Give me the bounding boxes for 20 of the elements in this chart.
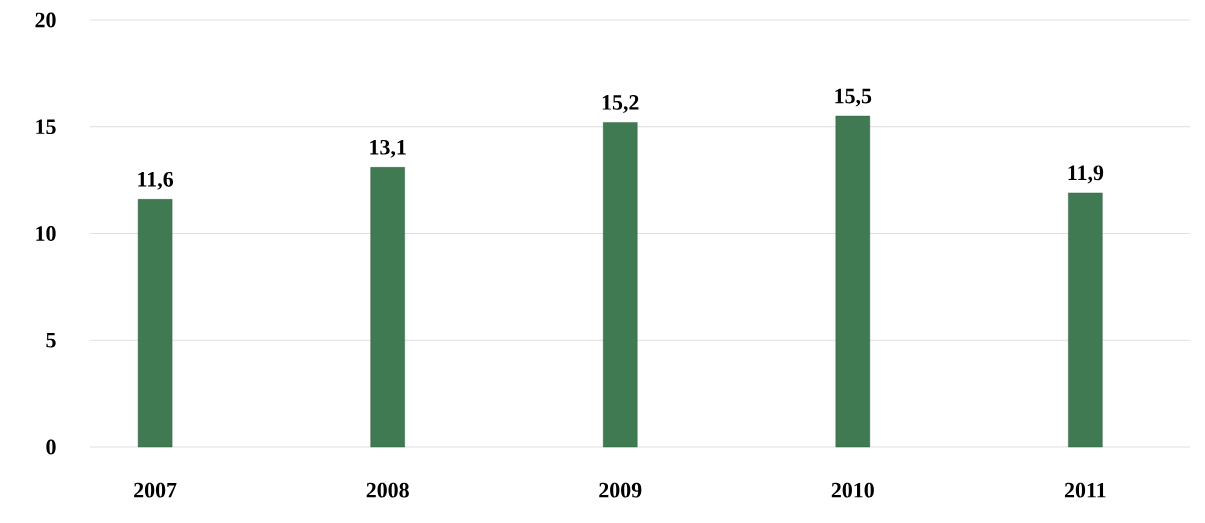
x-tick-label: 2008 xyxy=(366,482,409,498)
data-label: 13,1 xyxy=(370,139,406,158)
data-label: 15,2 xyxy=(602,95,639,113)
y-tick-label: 5 xyxy=(46,332,56,348)
bar xyxy=(603,122,638,448)
y-tick-label: 15 xyxy=(36,119,56,135)
data-label: 11,6 xyxy=(138,171,174,190)
bar xyxy=(835,115,870,448)
x-tick-label: 2007 xyxy=(134,482,177,498)
data-label: 11,9 xyxy=(1068,165,1104,184)
bar xyxy=(370,167,405,448)
y-tick-label: 0 xyxy=(46,439,56,455)
data-label: 15,5 xyxy=(835,88,872,107)
bar xyxy=(1068,192,1103,448)
y-tick-label: 10 xyxy=(36,226,56,241)
x-tick-label: 2009 xyxy=(599,482,642,498)
x-tick-label: 2011 xyxy=(1064,482,1106,498)
bar xyxy=(137,199,173,448)
y-tick-label: 20 xyxy=(35,12,56,28)
x-tick-label: 2010 xyxy=(831,482,874,498)
